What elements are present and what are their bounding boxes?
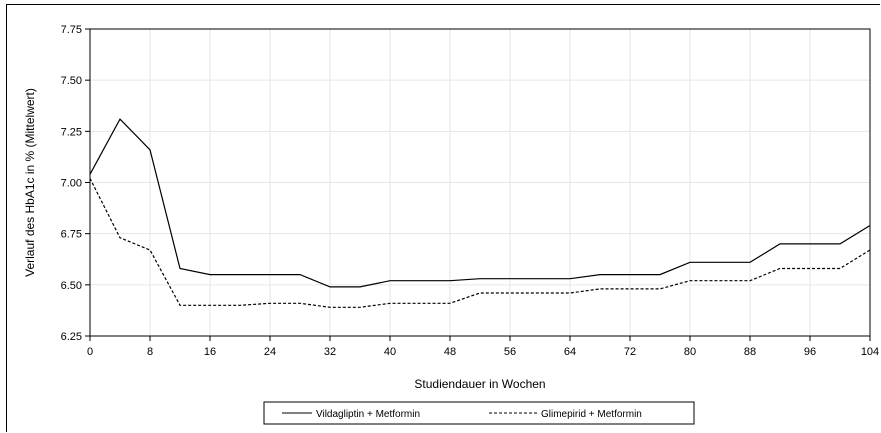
x-tick-label-7: 56	[504, 346, 516, 358]
y-tick-label-5: 7.50	[61, 75, 82, 87]
x-tick-label-11: 88	[744, 346, 756, 358]
chart-frame	[6, 4, 880, 432]
series-line-glimepirid	[89, 178, 871, 308]
x-tick-label-5: 40	[384, 346, 396, 358]
x-tick-label-0: 0	[87, 346, 93, 358]
y-axis: 6.25 6.50 6.75 7.00 7.25 7.50 7.75	[61, 24, 90, 343]
grid	[89, 28, 871, 337]
x-axis: 0 8 16 24 32 40 48 56 64 72 80 88 96 104	[87, 336, 879, 358]
legend-label-vildagliptin: Vildagliptin + Metformin	[316, 409, 420, 420]
x-tick-label-3: 24	[264, 346, 276, 358]
x-tick-label-12: 96	[804, 346, 816, 358]
y-tick-label-2: 6.75	[61, 229, 82, 241]
legend-box	[263, 401, 695, 425]
x-tick-label-1: 8	[147, 346, 153, 358]
x-tick-label-8: 64	[564, 346, 576, 358]
y-tick-label-6: 7.75	[61, 24, 82, 36]
legend-label-glimepirid: Glimepirid + Metformin	[541, 409, 642, 420]
x-tick-label-10: 80	[684, 346, 696, 358]
series-layer	[89, 118, 871, 308]
x-tick-label-9: 72	[624, 346, 636, 358]
y-tick-label-1: 6.50	[61, 280, 82, 292]
series-line-vildagliptin	[89, 118, 871, 288]
y-tick-label-4: 7.25	[61, 126, 82, 138]
x-tick-label-13: 104	[861, 346, 879, 358]
x-tick-label-6: 48	[444, 346, 456, 358]
x-tick-label-4: 32	[324, 346, 336, 358]
y-tick-label-0: 6.25	[61, 331, 82, 343]
legend: Vildagliptin + Metformin Glimepirid + Me…	[263, 401, 695, 425]
x-axis-title: Studiendauer in Wochen	[414, 377, 545, 391]
y-axis-title: Verlauf des HbA1c in % (Mittelwert)	[23, 88, 37, 277]
x-tick-label-2: 16	[204, 346, 216, 358]
y-tick-label-3: 7.00	[61, 178, 82, 190]
